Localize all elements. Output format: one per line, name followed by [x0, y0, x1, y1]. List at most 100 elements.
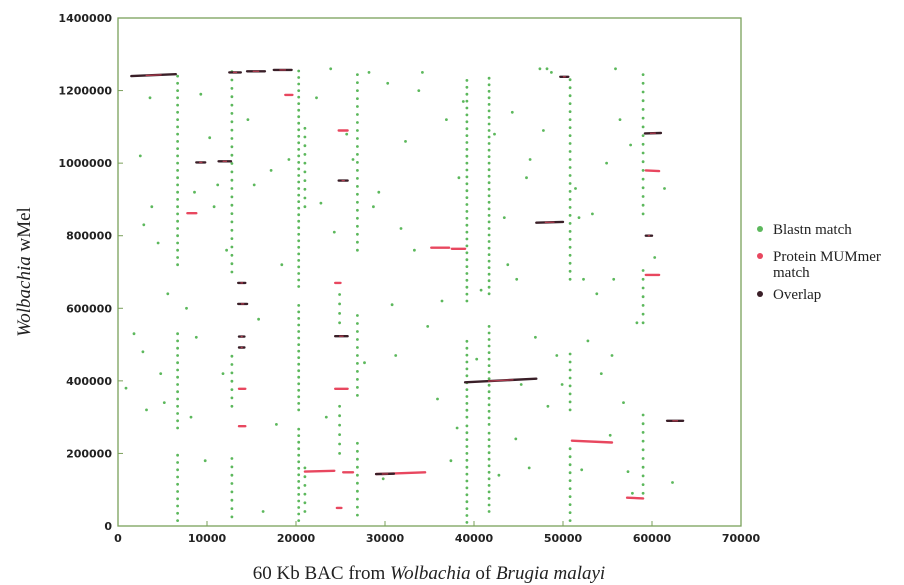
blastn-point [297, 323, 301, 327]
blastn-point [356, 248, 359, 252]
blastn-point [465, 458, 469, 462]
points-layer [124, 67, 674, 524]
blastn-point [465, 431, 469, 435]
blastn-point [568, 222, 572, 225]
blastn-point [176, 256, 180, 259]
blastn-point [641, 483, 645, 486]
blastn-point [487, 116, 491, 119]
blastn-point [487, 338, 491, 341]
blastn-point [176, 169, 180, 172]
legend-marker-blastn [757, 226, 763, 232]
blastn-point [230, 465, 234, 469]
blastn-point [546, 404, 550, 408]
blastn-point [356, 322, 359, 325]
blastn-point [176, 89, 180, 92]
blastn-point [356, 200, 359, 204]
blastn-point [230, 262, 234, 266]
blastn-point [297, 375, 301, 379]
blastn-point [356, 346, 359, 349]
blastn-point [527, 466, 531, 470]
blastn-point [230, 212, 234, 216]
blastn-point [641, 304, 645, 307]
blastn-point [574, 187, 577, 190]
blastn-point [465, 134, 469, 138]
blastn-point [230, 482, 234, 485]
blastn-point [568, 511, 572, 514]
blastn-point [176, 227, 180, 230]
blastn-point [356, 216, 359, 220]
blastn-point [487, 103, 491, 106]
blastn-point [261, 510, 265, 513]
blastn-point [230, 270, 234, 274]
blastn-point [641, 448, 645, 452]
blastn-point [457, 176, 461, 180]
blastn-point [297, 336, 301, 340]
blastn-point [487, 253, 491, 256]
blastn-point [332, 230, 336, 234]
blastn-point [356, 169, 359, 172]
blastn-point [338, 423, 341, 427]
blastn-point [230, 404, 234, 408]
blastn-point [487, 200, 491, 204]
blastn-point [297, 213, 301, 217]
blastn-point [356, 208, 359, 212]
blastn-point [545, 67, 549, 71]
blastn-point [465, 299, 469, 303]
blastn-point [487, 409, 491, 413]
mummer-match-segment [303, 469, 336, 473]
blastn-point [356, 73, 359, 76]
blastn-point [465, 120, 469, 124]
blastn-point [641, 151, 645, 155]
blastn-point [487, 344, 491, 348]
blastn-point [440, 299, 444, 303]
x-axis-title-part-2: Wolbachia [390, 563, 471, 584]
blastn-point [176, 234, 180, 238]
blastn-point [356, 505, 359, 509]
mummer-match-segment [644, 169, 661, 173]
blastn-point [297, 95, 301, 99]
blastn-point [221, 372, 225, 375]
blastn-point [465, 106, 469, 110]
blastn-point [487, 370, 491, 374]
blastn-point [487, 96, 491, 100]
blastn-point [230, 128, 234, 132]
blastn-point [641, 160, 645, 164]
blastn-point [525, 176, 528, 180]
blastn-point [315, 96, 318, 100]
blastn-point [487, 477, 491, 481]
blastn-point [487, 233, 491, 237]
blastn-point [595, 292, 599, 296]
blastn-point [230, 145, 234, 149]
blastn-point [166, 292, 170, 296]
blastn-point [257, 317, 260, 321]
blastn-point [568, 368, 572, 372]
blastn-point [445, 118, 448, 121]
blastn-point [487, 89, 491, 93]
blastn-point [487, 168, 491, 172]
blastn-point [297, 259, 301, 262]
blastn-point [641, 125, 645, 129]
blastn-point [297, 115, 301, 119]
legend-marker-mummer [757, 253, 763, 259]
y-tick-label: 1000000 [58, 157, 112, 170]
blastn-point [338, 414, 341, 418]
blastn-point [230, 170, 234, 174]
blastn-point [356, 129, 359, 132]
blastn-point [297, 343, 301, 346]
blastn-point [465, 388, 469, 391]
blastn-point [465, 182, 469, 186]
blastn-point [487, 76, 491, 80]
blastn-point [641, 212, 645, 216]
blastn-point [568, 463, 572, 467]
blastn-point [230, 187, 234, 190]
blastn-point [356, 121, 359, 124]
blastn-point [377, 190, 381, 194]
blastn-point [487, 155, 491, 159]
blastn-point [641, 295, 645, 299]
blastn-point [465, 472, 469, 476]
blastn-point [356, 338, 359, 341]
blastn-point [487, 161, 491, 165]
blastn-point [487, 240, 491, 243]
blastn-point [297, 148, 301, 151]
blastn-point [230, 78, 234, 82]
